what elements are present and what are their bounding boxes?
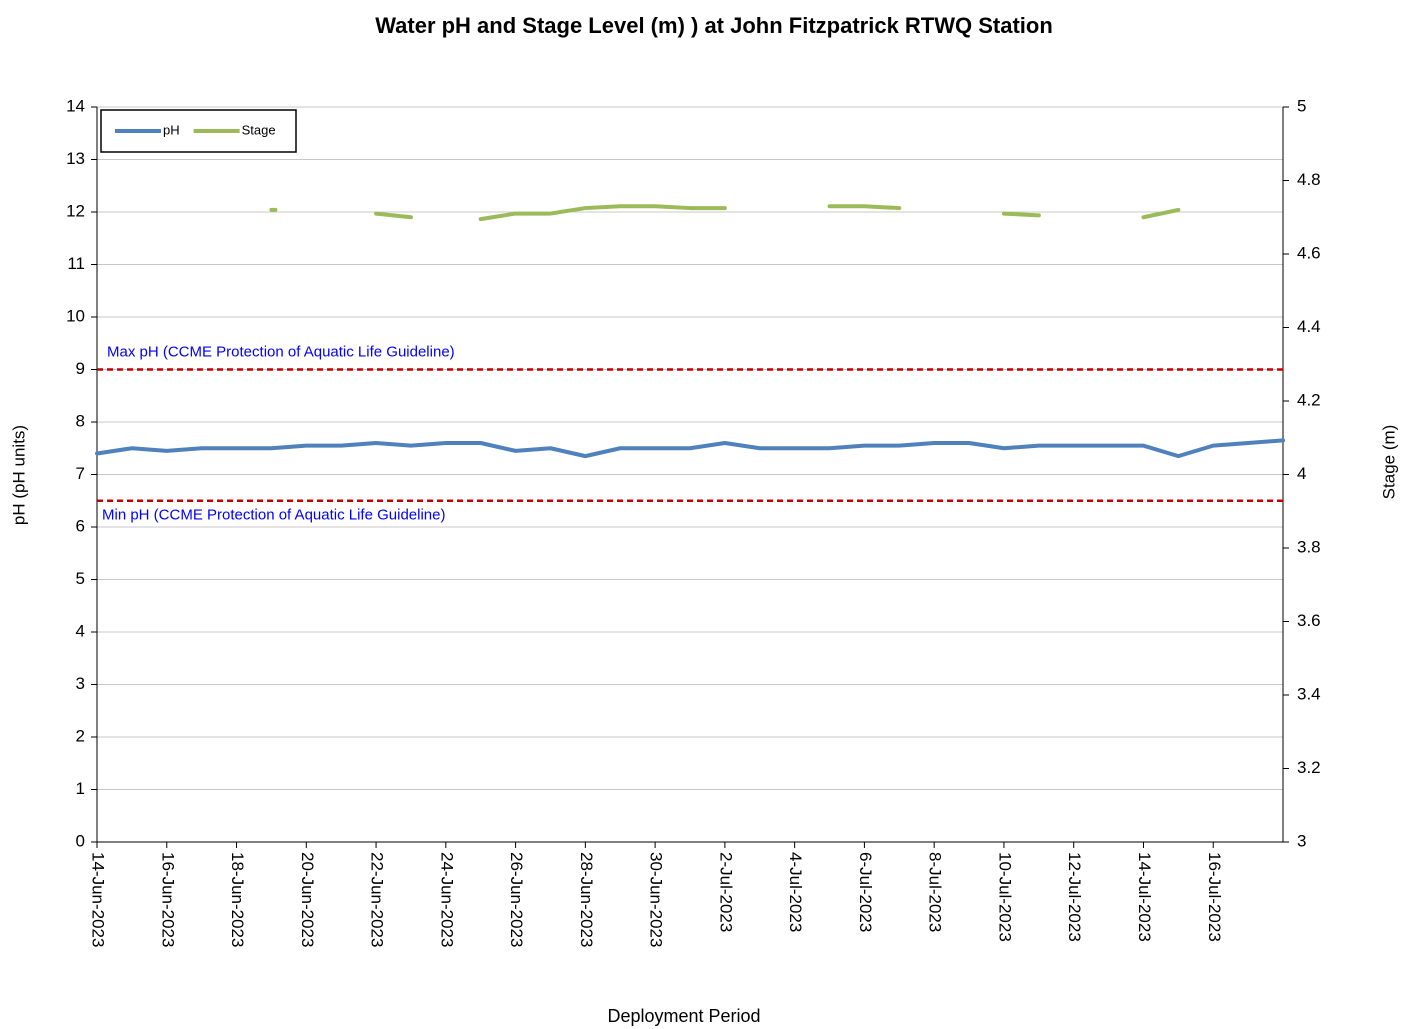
y-tick-label: 0 xyxy=(76,831,85,850)
x-tick-label: 18-Jun-2023 xyxy=(228,852,247,947)
x-tick-label: 28-Jun-2023 xyxy=(577,852,596,947)
legend-label: pH xyxy=(163,122,180,137)
x-tick-label: 26-Jun-2023 xyxy=(507,852,526,947)
y2-tick-label: 4 xyxy=(1297,464,1306,483)
x-tick-label: 16-Jun-2023 xyxy=(158,852,177,947)
x-tick-label: 30-Jun-2023 xyxy=(647,852,666,947)
y-tick-label: 8 xyxy=(76,411,85,430)
x-axis-label: Deployment Period xyxy=(607,1006,760,1026)
y-tick-label: 2 xyxy=(76,726,85,745)
y2-tick-label: 4.2 xyxy=(1297,390,1321,409)
y2-tick-label: 3.4 xyxy=(1297,684,1321,703)
x-tick-label: 20-Jun-2023 xyxy=(298,852,317,947)
x-tick-label: 2-Jul-2023 xyxy=(716,852,735,932)
series-line xyxy=(95,438,1285,459)
y-tick-label: 10 xyxy=(66,306,85,325)
x-tick-label: 12-Jul-2023 xyxy=(1065,852,1084,942)
guideline-label: Min pH (CCME Protection of Aquatic Life … xyxy=(102,507,445,524)
legend-label: Stage xyxy=(242,122,276,137)
y-tick-label: 1 xyxy=(76,779,85,798)
x-tick-label: 14-Jun-2023 xyxy=(89,852,108,947)
x-tick-label: 22-Jun-2023 xyxy=(368,852,387,947)
chart-title: Water pH and Stage Level (m) ) at John F… xyxy=(375,13,1053,38)
y-tick-label: 11 xyxy=(67,254,85,273)
y-tick-label: 9 xyxy=(76,359,85,378)
legend: pH Stage xyxy=(100,109,297,153)
y2-tick-label: 3.2 xyxy=(1297,758,1321,777)
y-tick-label: 6 xyxy=(76,516,85,535)
series-line xyxy=(269,204,1181,222)
x-tick-label: 14-Jul-2023 xyxy=(1135,852,1154,942)
x-tick-label: 24-Jun-2023 xyxy=(437,852,456,947)
y-tick-label: 4 xyxy=(76,621,85,640)
y2-tick-label: 3.6 xyxy=(1297,611,1321,630)
x-tick-label: 16-Jul-2023 xyxy=(1205,852,1224,942)
y2-tick-label: 4.8 xyxy=(1297,170,1321,189)
y2-tick-label: 4.6 xyxy=(1297,243,1321,262)
x-tick-label: 8-Jul-2023 xyxy=(926,852,945,932)
x-tick-label: 4-Jul-2023 xyxy=(786,852,805,932)
x-tick-label: 10-Jul-2023 xyxy=(995,852,1014,942)
y2-tick-label: 3 xyxy=(1297,831,1306,850)
y-tick-label: 13 xyxy=(66,149,85,168)
y-tick-label: 14 xyxy=(66,96,85,115)
y-axis-label: pH (pH units) xyxy=(9,425,28,525)
y-tick-label: 3 xyxy=(76,674,85,693)
y2-tick-label: 3.8 xyxy=(1297,537,1321,556)
y2-axis-label: Stage (m) xyxy=(1379,425,1398,500)
y-tick-label: 5 xyxy=(76,569,85,588)
y-tick-label: 12 xyxy=(66,201,85,220)
y2-tick-label: 4.4 xyxy=(1297,317,1321,336)
x-tick-label: 6-Jul-2023 xyxy=(856,852,875,932)
y-tick-label: 7 xyxy=(76,464,85,483)
guideline-label: Max pH (CCME Protection of Aquatic Life … xyxy=(107,343,455,360)
y2-tick-label: 5 xyxy=(1297,96,1306,115)
